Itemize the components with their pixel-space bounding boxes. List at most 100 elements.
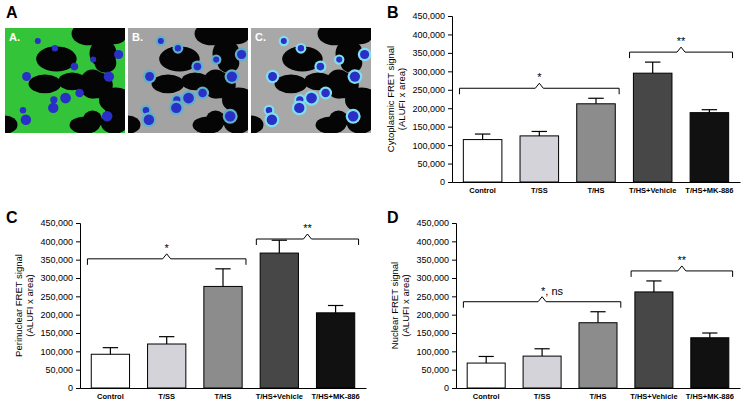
- fret-halo: [279, 36, 289, 46]
- significance-bracket: [256, 234, 358, 245]
- y-tick: 50,000: [417, 159, 452, 169]
- x-axis: ControlT/SST/HST/HS+VehicleT/HS+MK-886: [81, 388, 367, 401]
- x-tick-label: T/HS+Vehicle: [629, 186, 676, 195]
- nucleus: [48, 103, 58, 113]
- y-axis-title: Cytoplasmic FRET signal: [385, 46, 396, 152]
- y-tick-label: 100,000: [416, 347, 449, 357]
- error-bar-stem: [482, 134, 483, 140]
- nucleus: [348, 111, 359, 122]
- error-bar-stem: [653, 281, 654, 292]
- error-bar: [588, 98, 603, 104]
- y-tick-mark: [76, 241, 80, 242]
- air-space: [101, 28, 125, 44]
- x-tick-label: T/HS: [587, 186, 604, 195]
- air-space: [318, 28, 352, 45]
- air-space: [275, 74, 308, 93]
- y-tick: 450,000: [40, 218, 80, 228]
- y-tick-mark: [448, 34, 452, 35]
- y-tick: 350,000: [416, 255, 456, 265]
- y-tick-label: 300,000: [412, 67, 445, 77]
- bar: [691, 338, 729, 388]
- bar: [91, 354, 129, 388]
- bar: [316, 313, 354, 388]
- y-tick-mark: [448, 16, 452, 17]
- nucleus: [225, 111, 236, 122]
- y-tick-label: 200,000: [416, 310, 449, 320]
- y-tick-mark: [448, 164, 452, 165]
- y-tick: 200,000: [416, 310, 456, 320]
- bar: [635, 292, 673, 388]
- x-axis-line: [453, 182, 741, 183]
- image-label: C.: [255, 31, 266, 43]
- error-bar: [475, 134, 490, 140]
- fret-halo: [358, 48, 371, 62]
- error-bar-cap: [103, 347, 118, 348]
- image-label: B.: [132, 31, 143, 43]
- error-bar: [702, 110, 717, 113]
- nucleus: [294, 103, 304, 113]
- bar: [579, 323, 617, 388]
- fret-halo: [292, 101, 307, 116]
- y-axis-line: [448, 17, 453, 183]
- y-tick: 50,000: [45, 365, 80, 375]
- y-tick: 350,000: [40, 255, 80, 265]
- y-tick-label: 150,000: [416, 328, 449, 338]
- y-tick-label: 100,000: [40, 347, 73, 357]
- nucleus: [145, 72, 154, 81]
- y-tick-mark: [452, 333, 456, 334]
- nucleus: [213, 57, 219, 63]
- error-bar-stem: [166, 337, 167, 344]
- y-tick: 450,000: [416, 218, 456, 228]
- error-bar: [590, 312, 605, 323]
- nucleus: [52, 45, 58, 51]
- error-bar-stem: [652, 62, 653, 73]
- bar: [690, 113, 729, 182]
- error-bar-cap: [534, 348, 549, 349]
- y-tick: 100,000: [40, 347, 80, 357]
- error-bar-stem: [709, 333, 710, 338]
- significance-bracket: [459, 83, 619, 94]
- air-space: [29, 74, 62, 93]
- y-tick: 350,000: [412, 48, 452, 58]
- error-bar-stem: [110, 348, 111, 355]
- y-tick: 150,000: [412, 122, 452, 132]
- fret-halo: [225, 69, 240, 84]
- error-bar: [646, 281, 661, 292]
- y-tick-mark: [448, 108, 452, 109]
- y-tick-mark: [452, 278, 456, 279]
- y-tick-label: 0: [440, 177, 445, 187]
- y-tick-label: 400,000: [416, 237, 449, 247]
- significance-label: **: [303, 222, 312, 234]
- x-tick-label: Control: [469, 186, 496, 195]
- error-bar-stem: [597, 312, 598, 323]
- y-tick: 400,000: [412, 30, 452, 40]
- error-bar-cap: [588, 98, 603, 99]
- micrograph: [5, 28, 125, 133]
- y-tick: 250,000: [412, 85, 452, 95]
- image-label: A.: [9, 31, 20, 43]
- bar-chart: 050,000100,000150,000200,000250,000300,0…: [385, 4, 741, 195]
- error-bar-cap: [215, 268, 230, 269]
- y-tick: 0: [68, 383, 80, 393]
- x-tick-label: T/HS+MK-886: [312, 392, 360, 401]
- x-tick: T/SS: [531, 182, 548, 195]
- nucleus: [175, 45, 181, 51]
- y-tick-label: 450,000: [40, 218, 73, 228]
- fret-halo: [304, 91, 319, 106]
- air-space: [316, 116, 346, 133]
- error-bar: [645, 62, 660, 73]
- error-bar-stem: [486, 356, 487, 363]
- nucleus: [183, 93, 194, 104]
- y-tick-mark: [448, 71, 452, 72]
- significance-bracket: [87, 254, 246, 265]
- y-tick-mark: [452, 351, 456, 352]
- y-tick-label: 400,000: [412, 30, 445, 40]
- x-tick-label: Control: [97, 392, 124, 401]
- nucleus: [336, 57, 342, 63]
- x-tick: T/HS: [214, 388, 231, 401]
- nucleus: [114, 50, 123, 59]
- x-tick: T/HS+Vehicle: [256, 388, 303, 401]
- nucleus: [194, 63, 202, 71]
- fret-halo: [314, 61, 326, 73]
- air-space: [251, 116, 263, 133]
